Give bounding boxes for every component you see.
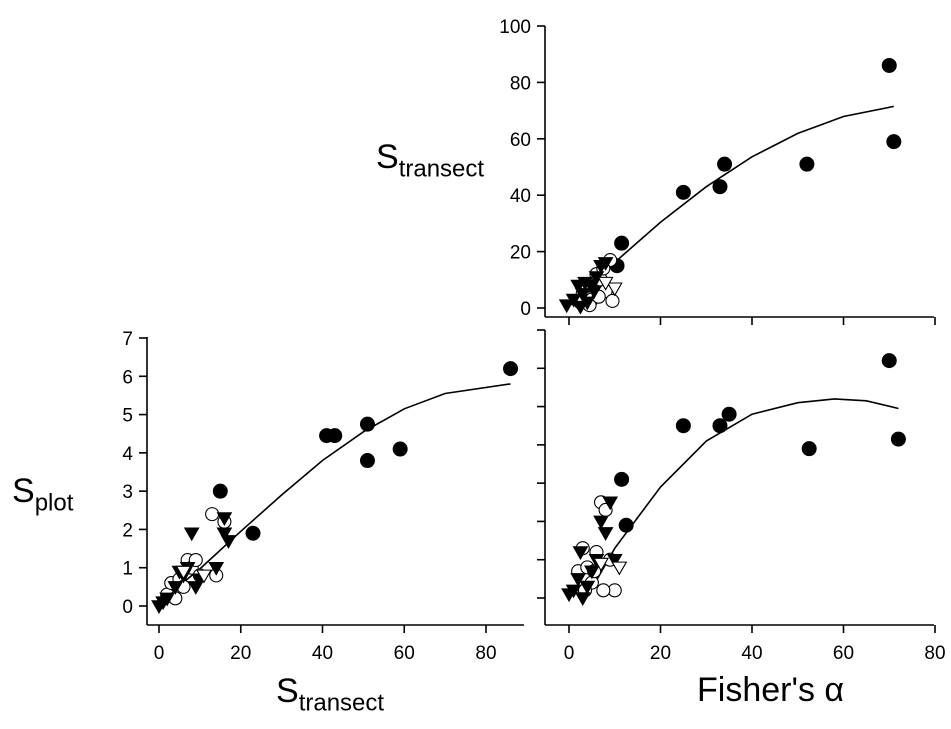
bottom-right-point-filled-triangle — [579, 580, 596, 595]
bottom-right-x-tick-label: 80 — [924, 643, 945, 664]
top-right-point-filled-circle — [799, 156, 815, 172]
top-right-point-filled-circle — [712, 179, 728, 195]
bottom-right-x-tick-label: 40 — [741, 643, 762, 664]
bottom-right-point-filled-circle — [675, 418, 691, 434]
bottom-left-x-axis-label: Stransect — [276, 672, 385, 717]
bottom-left-x-tick-label: 20 — [230, 643, 251, 664]
bottom-right-point-filled-triangle — [572, 546, 589, 561]
top-right-point-open-triangle — [597, 276, 614, 291]
top-right-point-open-circle — [605, 293, 620, 309]
bottom-right-fit-curve — [591, 398, 899, 589]
bottom-left-y-tick-label: 0 — [122, 597, 133, 618]
top-right-y-tick-label: 0 — [520, 299, 531, 320]
top-right-point-filled-triangle — [574, 288, 591, 302]
bottom-left-y-tick-label: 7 — [122, 329, 133, 350]
top-right-point-filled-circle — [881, 57, 897, 73]
bottom-right-point-filled-circle — [721, 406, 737, 422]
bottom-left-x-tick-label: 80 — [475, 643, 496, 664]
bottom-left-x-tick-label: 40 — [312, 643, 333, 664]
bottom-left-y-tick-label: 3 — [122, 482, 133, 503]
bottom-left-y-tick-label: 4 — [122, 444, 133, 465]
bottom-right-point-filled-triangle — [597, 527, 614, 541]
top-right-point-filled-triangle — [565, 293, 582, 308]
bottom-left-point-filled-triangle — [159, 592, 176, 607]
bottom-left-y-tick-label: 1 — [122, 559, 133, 580]
bottom-right-point-filled-triangle — [606, 553, 623, 568]
bottom-right-point-filled-triangle — [570, 573, 587, 587]
bottom-left-point-filled-circle — [245, 525, 261, 541]
bottom-right-point-filled-triangle — [565, 584, 582, 599]
top-right-y-tick-label: 100 — [499, 17, 531, 38]
bottom-left-point-filled-triangle — [216, 512, 233, 526]
bottom-right-x-axis-label: Fisher's α — [697, 671, 845, 709]
top-right-point-filled-circle — [614, 235, 630, 251]
bottom-right-point-filled-circle — [712, 418, 728, 434]
bottom-left-point-open-triangle — [196, 569, 212, 584]
top-right-fit-curve — [568, 105, 894, 308]
bottom-left-point-filled-triangle — [216, 527, 233, 542]
bottom-left-fit-curve — [158, 383, 511, 603]
bottom-right-point-filled-triangle — [593, 515, 609, 530]
top-right-point-filled-triangle — [558, 299, 575, 314]
top-right-point-filled-triangle — [572, 300, 589, 315]
top-right-point-filled-circle — [717, 156, 733, 172]
bottom-left-y-axis-label: Splot — [12, 472, 74, 517]
top-right-point-filled-circle — [675, 184, 691, 200]
bottom-left-point-filled-circle — [359, 416, 375, 432]
bottom-right-point-filled-triangle — [602, 496, 619, 511]
bottom-left-point-filled-triangle — [208, 561, 225, 576]
top-right-y-tick-label: 40 — [510, 186, 531, 207]
bottom-left-point-filled-circle — [359, 453, 375, 469]
bottom-right-x-tick-label: 0 — [564, 643, 575, 664]
bottom-left-point-filled-triangle — [220, 535, 237, 549]
bottom-left-point-filled-triangle — [167, 581, 184, 595]
top-right-point-filled-triangle — [586, 285, 603, 300]
bottom-right-point-open-triangle — [593, 557, 609, 572]
top-right-y-tick-label: 80 — [510, 73, 531, 94]
bottom-left-x-tick-label: 0 — [154, 643, 165, 664]
bottom-right-point-filled-circle — [881, 353, 897, 369]
top-right-y-tick-label: 20 — [510, 243, 531, 264]
bottom-right-x-tick-label: 20 — [650, 643, 671, 664]
top-right-point-open-triangle — [606, 282, 623, 297]
top-right-y-axis-label: Stransect — [376, 138, 485, 183]
top-right-point-filled-triangle — [577, 276, 593, 291]
bottom-left-x-tick-label: 60 — [394, 643, 415, 664]
bottom-left-point-open-circle — [205, 507, 220, 522]
bottom-left-y-tick-label: 5 — [122, 406, 133, 427]
bottom-left-point-filled-circle — [392, 441, 408, 457]
bottom-right-x-tick-label: 60 — [833, 643, 854, 664]
bottom-right-point-filled-circle — [801, 441, 817, 457]
bottom-right-point-open-circle — [596, 583, 611, 598]
bottom-right-point-filled-circle — [614, 471, 630, 487]
bottom-right-point-filled-triangle — [574, 592, 591, 607]
bottom-right-point-filled-circle — [618, 517, 634, 533]
bottom-right-point-filled-triangle — [584, 565, 600, 580]
bottom-left-point-filled-triangle — [183, 527, 200, 542]
bottom-left-point-open-triangle — [175, 565, 192, 580]
bottom-right-point-open-triangle — [611, 561, 628, 576]
bottom-left-point-filled-circle — [212, 483, 228, 499]
bottom-right-point-filled-circle — [890, 431, 906, 447]
bottom-left-y-tick-label: 6 — [122, 367, 133, 388]
top-right-point-filled-triangle — [597, 257, 614, 271]
bottom-left-y-tick-label: 2 — [122, 520, 133, 541]
bottom-left-point-filled-circle — [503, 361, 519, 377]
top-right-point-filled-circle — [886, 134, 902, 150]
bottom-left-point-filled-circle — [327, 428, 343, 444]
top-right-y-tick-label: 60 — [510, 130, 531, 151]
